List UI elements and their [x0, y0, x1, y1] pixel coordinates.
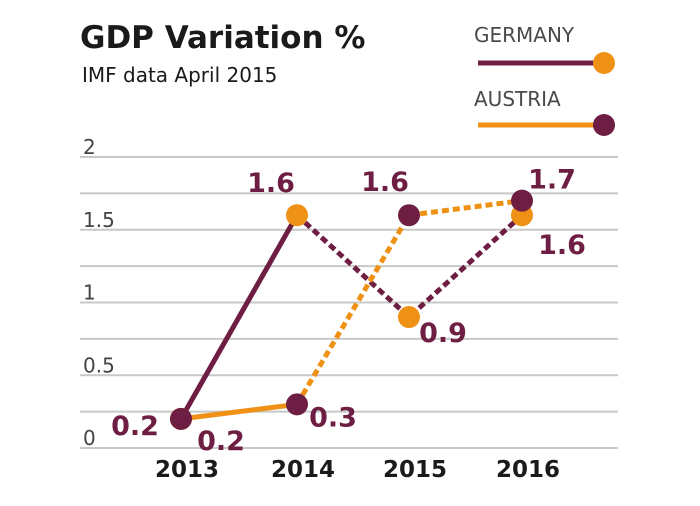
germany-data-label: 0.2 — [111, 411, 159, 442]
x-tick-label: 2015 — [383, 457, 447, 483]
data-labels: 0.2 1.6 0.9 1.6 0.2 0.3 1.6 1.7 — [111, 165, 586, 457]
x-tick-label: 2016 — [496, 457, 560, 483]
y-tick-label: 0 — [83, 426, 96, 450]
germany-data-label: 1.6 — [538, 230, 586, 261]
germany-line-solid — [178, 212, 300, 422]
x-axis-ticks: 2013 2014 2015 2016 — [155, 457, 560, 483]
austria-point — [286, 393, 308, 416]
y-axis-ticks: 0 0.5 1 1.5 2 — [83, 135, 115, 450]
chart-title: GDP Variation % — [80, 20, 365, 56]
austria-legend-label: AUSTRIA — [474, 87, 561, 111]
austria-data-label: 1.7 — [528, 165, 576, 196]
grid-lines — [80, 156, 618, 449]
series-markers — [170, 189, 533, 430]
austria-point — [398, 204, 420, 227]
austria-data-label: 0.3 — [309, 402, 357, 433]
austria-point — [170, 407, 192, 430]
y-tick-label: 1 — [83, 281, 96, 305]
x-tick-label: 2014 — [271, 457, 335, 483]
germany-legend-label: GERMANY — [474, 23, 575, 47]
legend: GERMANY AUSTRIA — [474, 23, 615, 136]
series-lines — [178, 198, 524, 422]
austria-data-label: 0.2 — [197, 426, 245, 457]
austria-data-label: 1.6 — [361, 167, 409, 198]
austria-legend-marker — [593, 114, 615, 136]
germany-data-label: 1.6 — [247, 168, 295, 199]
germany-point — [398, 306, 420, 329]
y-tick-label: 0.5 — [83, 353, 115, 377]
germany-line-dashed — [295, 213, 524, 320]
y-tick-label: 1.5 — [83, 208, 115, 232]
austria-point — [511, 189, 533, 212]
germany-legend-marker — [593, 52, 615, 74]
germany-data-label: 0.9 — [419, 318, 467, 349]
chart-subtitle: IMF data April 2015 — [82, 63, 277, 87]
austria-line-solid — [178, 401, 300, 422]
x-tick-label: 2013 — [155, 457, 219, 483]
germany-point — [286, 204, 308, 227]
y-tick-label: 2 — [83, 135, 96, 159]
